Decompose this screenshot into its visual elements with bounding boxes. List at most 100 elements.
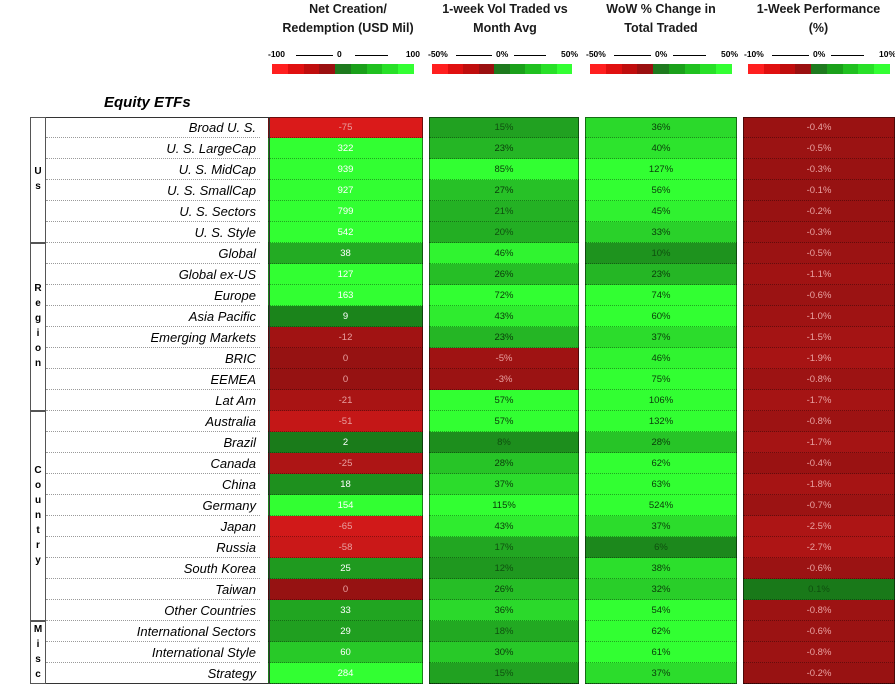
data-cell: 74% (585, 285, 737, 306)
group-letter: U (34, 166, 42, 177)
data-cell: 43% (429, 516, 579, 537)
data-cell: -58 (268, 537, 423, 558)
data-cell: 23% (585, 264, 737, 285)
scale-swatch (858, 64, 875, 74)
data-cell: 15% (429, 117, 579, 138)
scale-swatch (463, 64, 479, 74)
data-cell: 0 (268, 348, 423, 369)
scale-mid-label: 0% (655, 49, 668, 59)
data-cell: 0.1% (743, 579, 895, 600)
data-cell: -0.5% (743, 138, 895, 159)
data-cell: 0 (268, 579, 423, 600)
group-letter: i (36, 328, 40, 339)
scale-mid-label: 0% (496, 49, 509, 59)
data-cell: 18 (268, 474, 423, 495)
scale-swatch (795, 64, 812, 74)
header-line: WoW % Change in (606, 2, 716, 16)
group-letter: g (34, 313, 42, 324)
data-cell: 27% (429, 180, 579, 201)
data-cell: 37% (429, 474, 579, 495)
data-cell: -0.7% (743, 495, 895, 516)
data-cell: 28% (429, 453, 579, 474)
data-cell: -1.7% (743, 390, 895, 411)
header-line: (%) (808, 21, 829, 35)
group-letter: u (34, 494, 42, 506)
data-cell: 12% (429, 558, 579, 579)
group-letter: o (34, 479, 42, 491)
row-label: Japan (46, 516, 260, 537)
data-cell: 75% (585, 369, 737, 390)
data-cell: 25 (268, 558, 423, 579)
data-cell: 33% (585, 222, 737, 243)
data-cell: 21% (429, 201, 579, 222)
data-cell: 56% (585, 180, 737, 201)
scale-min-label: -50% (586, 49, 606, 59)
data-cell: 37% (585, 327, 737, 348)
data-cell: -0.3% (743, 159, 895, 180)
data-cell: 30% (429, 642, 579, 663)
data-cell: 63% (585, 474, 737, 495)
data-cell: 38% (585, 558, 737, 579)
data-cell: 40% (585, 138, 737, 159)
scale-mid-label: 0% (813, 49, 826, 59)
data-cell: 23% (429, 327, 579, 348)
data-cell: 37% (585, 516, 737, 537)
scale-gradient (748, 64, 891, 74)
group-letter: y (35, 554, 41, 566)
data-cell: 60% (585, 306, 737, 327)
group-letter: C (34, 464, 42, 476)
data-cell: -1.7% (743, 432, 895, 453)
data-cell: 322 (268, 138, 423, 159)
data-cell: 60 (268, 642, 423, 663)
color-scale-3: -10% 0% 10% (744, 49, 895, 77)
data-cell: -1.0% (743, 306, 895, 327)
data-cell: 62% (585, 621, 737, 642)
scale-swatch (826, 64, 843, 74)
data-cell: 32% (585, 579, 737, 600)
scale-arrow-right (673, 55, 706, 56)
data-cell: 72% (429, 285, 579, 306)
data-cell: -0.2% (743, 201, 895, 222)
column-frame (429, 117, 579, 684)
data-cell: -2.7% (743, 537, 895, 558)
data-cell: 132% (585, 411, 737, 432)
column-frame (268, 117, 423, 684)
group-letter: M (33, 623, 43, 635)
data-cell: -0.6% (743, 621, 895, 642)
header-line: Total Traded (624, 21, 698, 35)
scale-swatch (637, 64, 654, 74)
data-cell: -0.6% (743, 285, 895, 306)
scale-swatch (350, 64, 367, 74)
row-label: Asia Pacific (46, 306, 260, 327)
scale-arrow-right (355, 55, 388, 56)
group-letter: s (35, 181, 41, 192)
header-vol-traded: 1-week Vol Traded vs Month Avg (426, 0, 584, 38)
scale-arrow-left (614, 55, 651, 56)
data-cell: 17% (429, 537, 579, 558)
scale-swatch (556, 64, 573, 74)
scale-gradient (272, 64, 415, 74)
data-cell: 163 (268, 285, 423, 306)
scale-swatch (668, 64, 685, 74)
row-label: Taiwan (46, 579, 260, 600)
header-net-creation: Net Creation/ Redemption (USD Mil) (268, 0, 428, 38)
data-cell: -1.9% (743, 348, 895, 369)
row-label: International Sectors (46, 621, 260, 642)
data-cell: 28% (585, 432, 737, 453)
scale-swatch (842, 64, 859, 74)
data-cell: -25 (268, 453, 423, 474)
data-cell: -12 (268, 327, 423, 348)
scale-swatch (684, 64, 701, 74)
data-cell: 6% (585, 537, 737, 558)
data-cell: -0.3% (743, 222, 895, 243)
row-label: Brazil (46, 432, 260, 453)
group-letter: n (34, 509, 42, 521)
group-letter: i (36, 638, 40, 650)
header-line: 1-week Vol Traded vs (442, 2, 568, 16)
data-cell: -0.5% (743, 243, 895, 264)
data-cell: 26% (429, 579, 579, 600)
scale-swatch (605, 64, 622, 74)
data-cell: -65 (268, 516, 423, 537)
scale-arrow-left (296, 55, 333, 56)
